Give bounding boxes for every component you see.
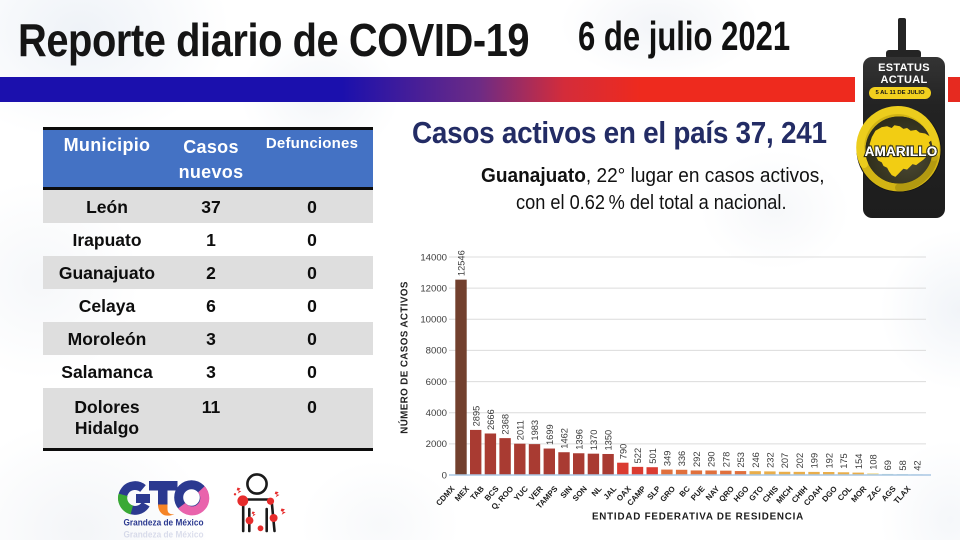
svg-text:192: 192 bbox=[824, 453, 834, 469]
svg-text:ZAC: ZAC bbox=[866, 484, 884, 502]
svg-text:232: 232 bbox=[766, 452, 776, 468]
svg-text:246: 246 bbox=[751, 452, 761, 468]
svg-text:QRO: QRO bbox=[717, 484, 736, 503]
svg-text:1699: 1699 bbox=[545, 424, 555, 445]
svg-text:YUC: YUC bbox=[512, 484, 530, 503]
svg-text:154: 154 bbox=[854, 454, 864, 470]
svg-text:1370: 1370 bbox=[589, 430, 599, 451]
svg-text:69: 69 bbox=[883, 460, 893, 470]
svg-text:MOR: MOR bbox=[849, 484, 868, 504]
svg-text:10000: 10000 bbox=[420, 315, 447, 326]
svg-text:58: 58 bbox=[898, 460, 908, 470]
svg-text:NÚMERO DE CASOS ACTIVOS: NÚMERO DE CASOS ACTIVOS bbox=[399, 281, 411, 434]
svg-text:2000: 2000 bbox=[426, 439, 447, 450]
svg-text:12000: 12000 bbox=[420, 283, 447, 294]
svg-text:HGO: HGO bbox=[732, 484, 751, 503]
svg-text:175: 175 bbox=[839, 453, 849, 469]
svg-text:PUE: PUE bbox=[689, 484, 707, 502]
svg-text:AMARILLO: AMARILLO bbox=[865, 144, 938, 159]
svg-text:MICH: MICH bbox=[775, 484, 795, 505]
svg-text:2011: 2011 bbox=[515, 420, 525, 440]
svg-text:4000: 4000 bbox=[426, 408, 447, 419]
svg-text:TAB: TAB bbox=[469, 484, 486, 502]
svg-text:290: 290 bbox=[707, 451, 717, 467]
svg-text:6000: 6000 bbox=[426, 377, 447, 388]
svg-text:Grandeza de México: Grandeza de México bbox=[124, 518, 204, 529]
svg-text:ENTIDAD FEDERATIVA DE RESIDENC: ENTIDAD FEDERATIVA DE RESIDENCIA bbox=[592, 512, 804, 523]
svg-text:AMARILLO: AMARILLO bbox=[865, 144, 938, 159]
svg-text:2895: 2895 bbox=[471, 406, 481, 427]
svg-text:14000: 14000 bbox=[420, 252, 447, 263]
svg-text:522: 522 bbox=[633, 448, 643, 464]
svg-text:1396: 1396 bbox=[574, 429, 584, 450]
svg-text:8000: 8000 bbox=[426, 346, 447, 357]
svg-text:2666: 2666 bbox=[486, 409, 496, 430]
svg-text:108: 108 bbox=[869, 454, 879, 470]
svg-text:278: 278 bbox=[721, 452, 731, 468]
svg-text:1350: 1350 bbox=[604, 430, 614, 451]
svg-text:Grandeza de México: Grandeza de México bbox=[124, 530, 204, 540]
svg-text:42: 42 bbox=[913, 460, 923, 470]
svg-text:202: 202 bbox=[795, 453, 805, 469]
svg-text:253: 253 bbox=[736, 452, 746, 468]
svg-text:501: 501 bbox=[648, 448, 658, 464]
svg-text:MEX: MEX bbox=[453, 484, 472, 503]
svg-text:2368: 2368 bbox=[501, 414, 511, 435]
svg-text:349: 349 bbox=[663, 451, 673, 467]
svg-text:199: 199 bbox=[810, 453, 820, 469]
svg-text:1462: 1462 bbox=[560, 428, 570, 449]
svg-text:1983: 1983 bbox=[530, 420, 540, 441]
svg-text:DGO: DGO bbox=[820, 484, 839, 503]
svg-text:790: 790 bbox=[618, 444, 628, 460]
svg-text:12546: 12546 bbox=[457, 250, 467, 276]
svg-text:0: 0 bbox=[442, 470, 447, 481]
svg-text:SON: SON bbox=[571, 484, 589, 503]
svg-text:207: 207 bbox=[780, 453, 790, 469]
svg-text:336: 336 bbox=[677, 451, 687, 467]
svg-text:GRO: GRO bbox=[658, 484, 677, 503]
svg-text:292: 292 bbox=[692, 451, 702, 467]
svg-text:TLAX: TLAX bbox=[892, 484, 913, 506]
